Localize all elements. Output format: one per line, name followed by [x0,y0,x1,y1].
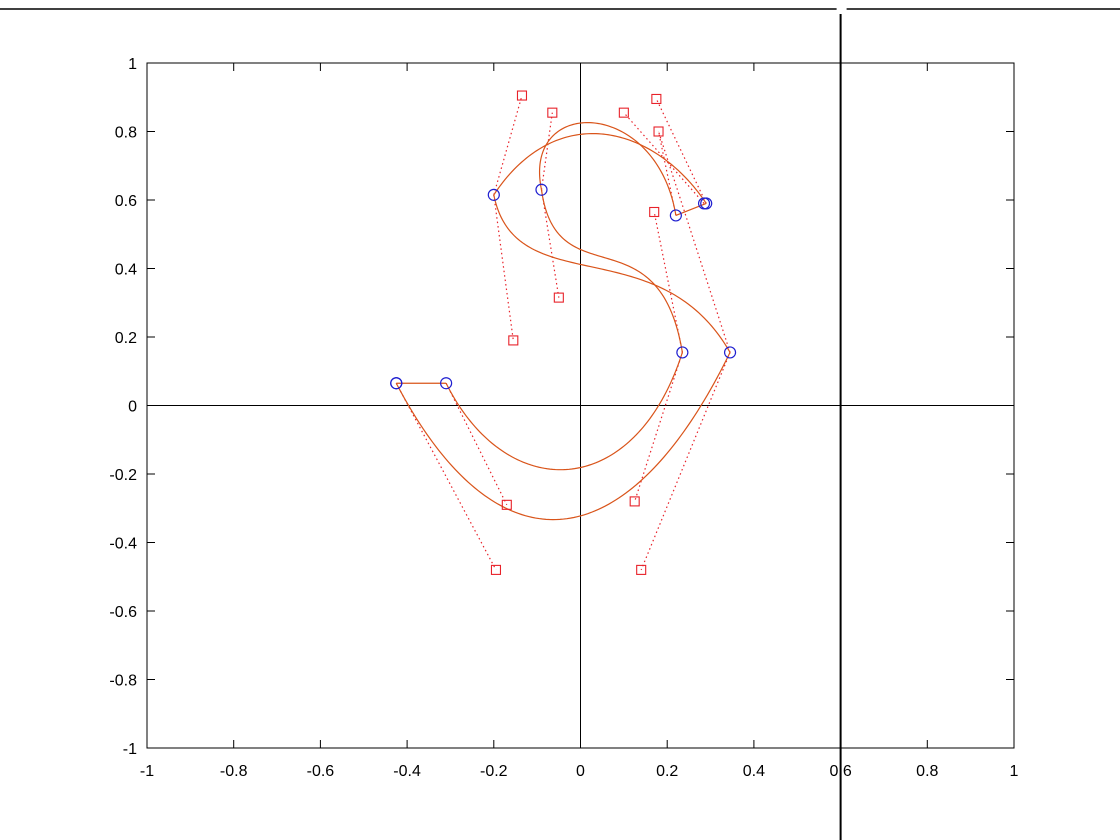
x-tick-label: -0.2 [480,763,508,780]
outline-2-bezier-curve [538,122,677,216]
y-tick-label: -0.4 [109,536,137,553]
outline-1-bezier-curve [493,132,707,204]
x-tick-label: -1 [140,763,154,780]
control-link-line [540,189,560,298]
control-link-line [640,352,731,571]
control-point-marker [501,499,512,510]
control-link-line [493,95,523,196]
outline-2-bezier-curve [540,189,683,353]
y-tick-label: 0.4 [115,262,137,279]
control-point-marker [636,564,647,575]
control-point-marker [618,107,629,118]
control-link-line [395,382,497,571]
x-tick-label: 0.8 [916,763,938,780]
x-tick-label: 1 [1010,763,1019,780]
anchor-point-marker [697,197,711,210]
control-link-line [493,194,514,341]
x-tick-label: 0.2 [656,763,678,780]
y-tick-label: -0.8 [109,673,137,690]
x-tick-label: -0.4 [393,763,421,780]
outline-straight-segment [675,202,707,216]
y-tick-label: 0.8 [115,125,137,142]
x-tick-label: -0.8 [220,763,248,780]
anchor-point-marker [440,377,453,390]
control-point-marker [490,564,502,575]
y-tick-label: 0.2 [115,330,137,347]
y-tick-label: 1 [128,56,137,73]
y-tick-label: 0.6 [115,193,137,210]
control-link-line [655,98,707,204]
control-point-marker [508,335,519,346]
anchor-point-marker [676,346,689,359]
outline-1-bezier-curve [395,352,731,521]
outline-2-bezier-curve [445,352,683,471]
anchor-point-marker [487,188,500,201]
x-tick-label: 0 [576,763,585,780]
y-tick-label: -0.6 [109,604,137,621]
control-point-marker [629,496,640,507]
y-tick-label: 0 [128,399,137,416]
x-tick-label: -0.6 [307,763,335,780]
anchor-point-marker [723,346,737,359]
anchor-point-marker [390,377,403,390]
control-point-marker [553,292,564,303]
y-tick-label: -1 [123,741,137,758]
control-link-line [657,131,731,353]
anchor-point-marker [535,183,548,196]
control-point-marker [516,90,528,101]
control-point-marker [651,93,662,105]
outline-1-bezier-curve [493,194,731,353]
y-tick-label: -0.2 [109,467,137,484]
anchor-point-marker [669,209,682,222]
control-link-line [445,382,508,506]
x-tick-label: 0.4 [743,763,765,780]
control-point-marker [653,126,664,137]
control-point-marker [547,107,558,118]
control-link-line [634,352,683,502]
control-point-marker [649,206,660,218]
